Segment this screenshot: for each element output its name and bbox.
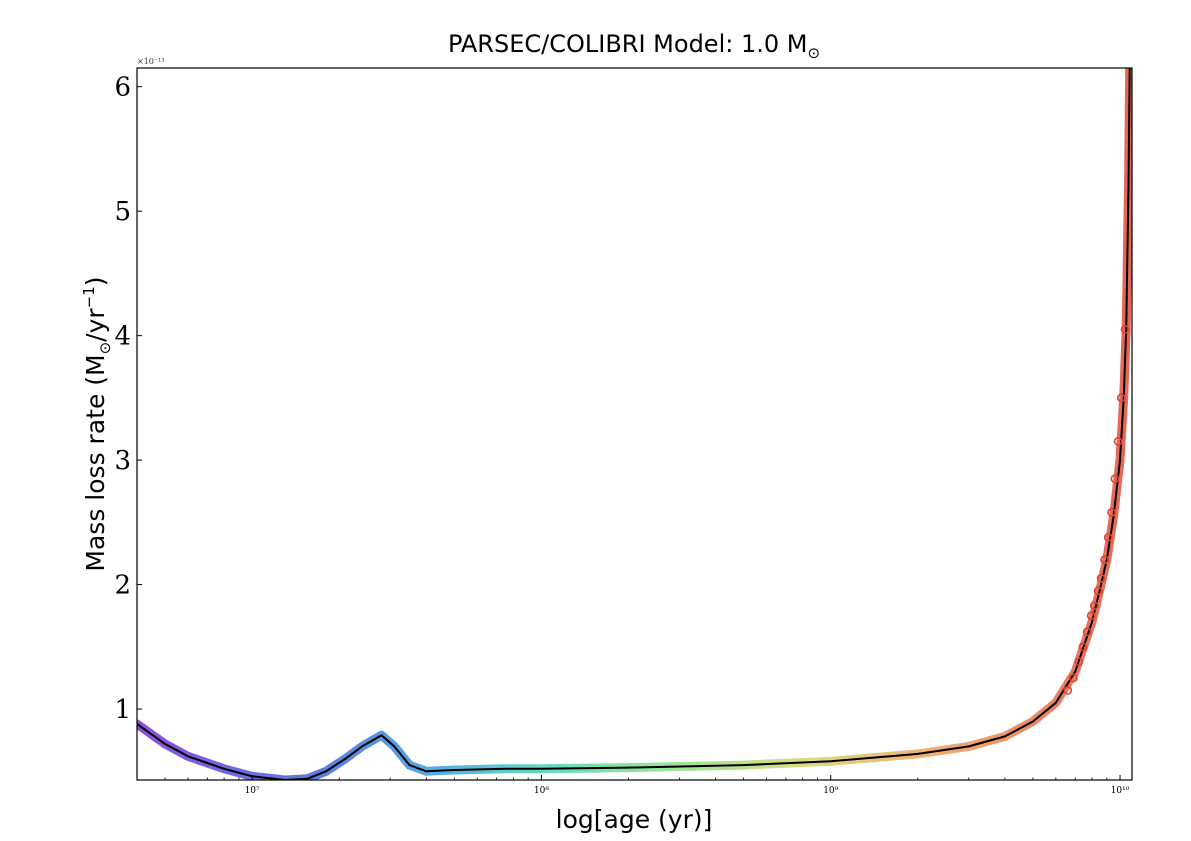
series-line-layer [137,68,1131,780]
data-point-marker [1116,393,1126,403]
data-point-marker [1086,611,1096,621]
title-main: PARSEC/COLIBRI Model: 1.0 M [448,30,808,58]
y-axis-label: Mass loss rate (M⊙/yr−1) [80,276,114,571]
data-point-marker [1110,474,1120,484]
ylabel-main: Mass loss rate (M [81,354,110,571]
series-line [137,68,1131,780]
y-tick-label: 5 [114,197,131,227]
x-tick-label: 10¹⁰ [1111,786,1130,796]
data-point-marker [1074,657,1084,667]
plot-area [136,67,1133,781]
y-tick-label: 6 [114,73,131,103]
y-tick-label: 4 [114,322,131,352]
data-point-marker [1103,532,1113,542]
ylabel-subscript: ⊙ [96,342,114,355]
marker-layer [1063,324,1130,695]
x-axis-label: log[age (yr)] [556,805,713,834]
data-point-marker [1093,586,1103,596]
x-axis-ticks: 10⁷ 10⁸ 10⁹ 10¹⁰ [136,775,1130,796]
x-tick-label: 10⁷ [245,786,260,796]
x-tick-label: 10⁹ [823,786,838,796]
data-point-marker [1096,573,1106,583]
data-point-marker [1100,555,1110,565]
y-tick-label: 2 [114,571,131,601]
chart-title: PARSEC/COLIBRI Model: 1.0 M⊙ [448,30,820,62]
y-multiplier-label: ×10⁻¹³ [137,57,165,66]
data-point-marker [1078,642,1088,652]
y-tick-label: 1 [114,695,131,725]
y-axis-ticks: 1 2 3 4 5 6 [114,73,142,725]
data-point-marker [1082,627,1092,637]
ylabel-middle: /yr [81,308,110,342]
data-point-marker [1089,601,1099,611]
x-tick-label: 10⁸ [534,786,549,796]
data-point-marker [1113,436,1123,446]
ylabel-superscript: −1 [80,286,98,308]
title-subscript: ⊙ [807,44,820,62]
ylabel-end: ) [81,276,110,286]
data-point-marker [1107,508,1116,517]
plot-background [137,68,1132,780]
axes-frame [136,67,1133,781]
data-point-marker [1063,686,1073,695]
data-point-marker [1069,673,1078,683]
y-tick-label: 3 [114,446,131,476]
data-point-marker [1120,324,1130,334]
